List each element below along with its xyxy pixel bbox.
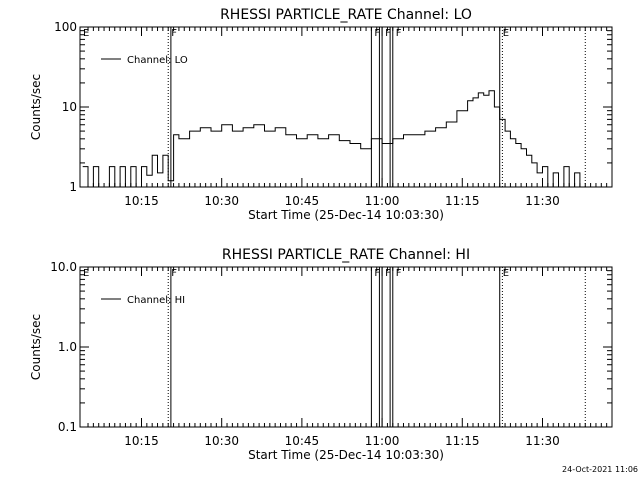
x-tick-label: 11:30 xyxy=(525,434,560,448)
flag-label: E xyxy=(503,268,509,279)
y-tick-label: 100 xyxy=(54,20,77,34)
x-tick-label: 10:30 xyxy=(204,434,239,448)
flag-label: E xyxy=(83,28,89,39)
y-tick-label: 1.0 xyxy=(58,340,77,354)
flag-label: F xyxy=(385,28,391,39)
flag-label: E xyxy=(503,28,509,39)
y-tick-label: 10.0 xyxy=(50,260,77,274)
x-tick-label: 10:15 xyxy=(124,194,159,208)
chart-panel-1: RHESSI PARTICLE_RATE Channel: HI 0.1 1.0 10… xyxy=(29,247,613,462)
flag-label: E xyxy=(83,268,89,279)
chart-panel-0: RHESSI PARTICLE_RATE Channel: LO 1 10 100 10… xyxy=(29,7,613,222)
y-tick-label: 0.1 xyxy=(58,420,77,434)
x-tick-label: 10:15 xyxy=(124,434,159,448)
timestamp-footer: 24-Oct-2021 11:06 xyxy=(562,465,638,475)
x-tick-label: 11:15 xyxy=(445,194,480,208)
y-axis-label: Counts/sec xyxy=(29,74,43,140)
x-tick-label: 10:30 xyxy=(204,194,239,208)
chart-title: RHESSI PARTICLE_RATE Channel: LO xyxy=(220,7,472,23)
y-tick-label: 10 xyxy=(62,100,77,114)
flag-label: F xyxy=(396,28,402,39)
flag-label: F xyxy=(171,268,177,279)
x-tick-label: 11:00 xyxy=(365,194,400,208)
flag-label: F xyxy=(374,28,380,39)
x-axis-label: Start Time (25-Dec-14 10:03:30) xyxy=(248,448,444,462)
x-tick-label: 11:00 xyxy=(365,434,400,448)
flag-label: F xyxy=(385,268,391,279)
x-axis-label: Start Time (25-Dec-14 10:03:30) xyxy=(248,208,444,222)
chart-title: RHESSI PARTICLE_RATE Channel: HI xyxy=(222,247,470,263)
y-tick-label: 1 xyxy=(69,180,77,194)
x-tick-label: 10:45 xyxy=(285,434,320,448)
x-tick-label: 11:15 xyxy=(445,434,480,448)
flag-label: F xyxy=(171,28,177,39)
flag-label: F xyxy=(396,268,402,279)
legend-label: Channel: HI xyxy=(127,295,185,306)
y-axis-label: Counts/sec xyxy=(29,314,43,380)
series-line-lo xyxy=(82,90,581,188)
x-tick-label: 10:45 xyxy=(285,194,320,208)
flag-label: F xyxy=(374,268,380,279)
plot-frame xyxy=(79,266,613,428)
timestamp-text: 24-Oct-2021 11:06 xyxy=(562,465,638,474)
legend-label: Channel: LO xyxy=(127,55,188,66)
x-tick-label: 11:30 xyxy=(525,194,560,208)
